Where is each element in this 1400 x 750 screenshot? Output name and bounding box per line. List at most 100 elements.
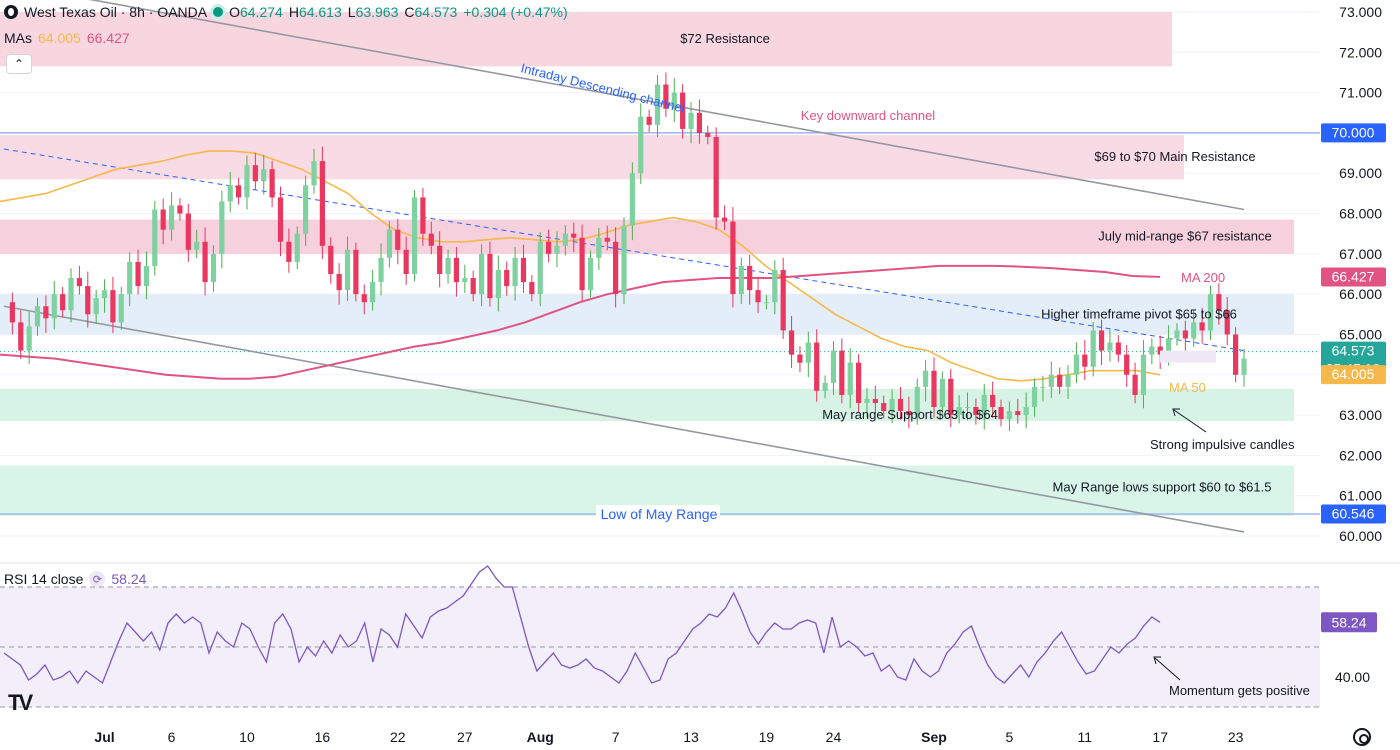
candle[interactable] bbox=[629, 173, 635, 226]
candle[interactable] bbox=[269, 169, 275, 198]
candle[interactable] bbox=[1057, 374, 1063, 387]
candle[interactable] bbox=[864, 398, 870, 403]
channel-line-2[interactable] bbox=[4, 0, 1245, 211]
candle[interactable] bbox=[814, 342, 820, 391]
candle[interactable] bbox=[286, 241, 292, 262]
candle[interactable] bbox=[579, 237, 585, 291]
candle[interactable] bbox=[462, 278, 468, 283]
candle[interactable] bbox=[1199, 322, 1205, 331]
collapse-legend-button[interactable]: ⌃ bbox=[6, 54, 32, 74]
candle[interactable] bbox=[1182, 330, 1188, 339]
candle[interactable] bbox=[1115, 342, 1121, 355]
candle[interactable] bbox=[118, 294, 124, 323]
candle[interactable] bbox=[981, 394, 987, 416]
candle[interactable] bbox=[562, 233, 568, 246]
ma200-line[interactable] bbox=[0, 264, 1161, 380]
candle[interactable] bbox=[914, 386, 920, 416]
candle[interactable] bbox=[830, 350, 837, 383]
candle[interactable] bbox=[252, 165, 258, 182]
candle[interactable] bbox=[244, 165, 250, 198]
candle[interactable] bbox=[437, 245, 443, 274]
rsi-line[interactable] bbox=[3, 565, 1161, 685]
symbol-title[interactable]: West Texas Oil · 8h · OANDA bbox=[24, 4, 208, 20]
candle[interactable] bbox=[730, 221, 736, 295]
candle[interactable] bbox=[1132, 374, 1138, 395]
candle[interactable] bbox=[763, 302, 770, 304]
candle[interactable] bbox=[1191, 322, 1197, 339]
channel-line-3[interactable] bbox=[3, 305, 1245, 533]
candle[interactable] bbox=[537, 241, 543, 295]
candle[interactable] bbox=[855, 362, 862, 403]
candle[interactable] bbox=[1090, 330, 1096, 367]
zone-4[interactable] bbox=[0, 294, 1294, 335]
candle[interactable] bbox=[303, 185, 309, 234]
candle[interactable] bbox=[847, 362, 853, 395]
candle[interactable] bbox=[219, 201, 225, 254]
candle[interactable] bbox=[152, 209, 158, 266]
candle[interactable] bbox=[60, 294, 66, 311]
candle[interactable] bbox=[973, 407, 979, 416]
candle[interactable] bbox=[1023, 407, 1029, 416]
candle[interactable] bbox=[1073, 354, 1080, 375]
candle[interactable] bbox=[554, 245, 560, 254]
candle[interactable] bbox=[663, 84, 669, 109]
candle[interactable] bbox=[872, 398, 878, 403]
candle[interactable] bbox=[495, 269, 501, 299]
candle[interactable] bbox=[931, 370, 937, 408]
candle[interactable] bbox=[788, 330, 795, 355]
candle[interactable] bbox=[545, 241, 552, 254]
candle[interactable] bbox=[34, 306, 41, 327]
candle[interactable] bbox=[897, 398, 904, 412]
candle[interactable] bbox=[1174, 330, 1180, 339]
candle[interactable] bbox=[1006, 411, 1013, 420]
channel-line-1[interactable] bbox=[3, 148, 1245, 352]
candle[interactable] bbox=[378, 257, 384, 283]
zone-2[interactable] bbox=[0, 134, 1184, 180]
candle[interactable] bbox=[168, 205, 175, 230]
candle[interactable] bbox=[353, 249, 359, 295]
candle[interactable] bbox=[1241, 358, 1247, 375]
candle[interactable] bbox=[135, 261, 141, 287]
zone-3[interactable] bbox=[0, 219, 1294, 254]
candle[interactable] bbox=[1048, 374, 1054, 387]
candle[interactable] bbox=[160, 209, 166, 230]
candle[interactable] bbox=[26, 326, 32, 351]
candle[interactable] bbox=[621, 225, 627, 295]
candle[interactable] bbox=[487, 253, 493, 299]
candle[interactable] bbox=[403, 249, 409, 274]
candle[interactable] bbox=[127, 261, 133, 295]
candle[interactable] bbox=[696, 112, 703, 133]
candle[interactable] bbox=[998, 407, 1004, 420]
candle[interactable] bbox=[1098, 330, 1105, 351]
candle[interactable] bbox=[328, 245, 334, 274]
candle[interactable] bbox=[336, 274, 342, 291]
candle[interactable] bbox=[705, 132, 711, 137]
refresh-icon[interactable]: ⟳ bbox=[89, 571, 106, 587]
candle[interactable] bbox=[956, 407, 962, 416]
candle[interactable] bbox=[1224, 310, 1230, 335]
candle[interactable] bbox=[344, 249, 351, 291]
candle[interactable] bbox=[370, 282, 376, 303]
candle[interactable] bbox=[646, 116, 652, 125]
tradingview-logo[interactable]: TV bbox=[8, 690, 33, 715]
candle[interactable] bbox=[1040, 386, 1046, 388]
candle[interactable] bbox=[680, 92, 686, 129]
candle[interactable] bbox=[713, 136, 719, 218]
candle[interactable] bbox=[797, 354, 803, 363]
candle[interactable] bbox=[453, 257, 460, 283]
candle[interactable] bbox=[361, 294, 367, 303]
candle[interactable] bbox=[688, 112, 694, 129]
candle[interactable] bbox=[1065, 374, 1071, 387]
candle[interactable] bbox=[18, 322, 24, 351]
candle[interactable] bbox=[738, 265, 744, 295]
candle[interactable] bbox=[805, 342, 811, 363]
candle[interactable] bbox=[210, 253, 217, 283]
candle[interactable] bbox=[923, 370, 929, 387]
candle[interactable] bbox=[51, 294, 57, 319]
candle[interactable] bbox=[755, 290, 761, 303]
candle[interactable] bbox=[110, 290, 116, 323]
gear-icon[interactable] bbox=[1353, 728, 1371, 746]
candle[interactable] bbox=[420, 197, 426, 234]
candle[interactable] bbox=[76, 278, 83, 287]
